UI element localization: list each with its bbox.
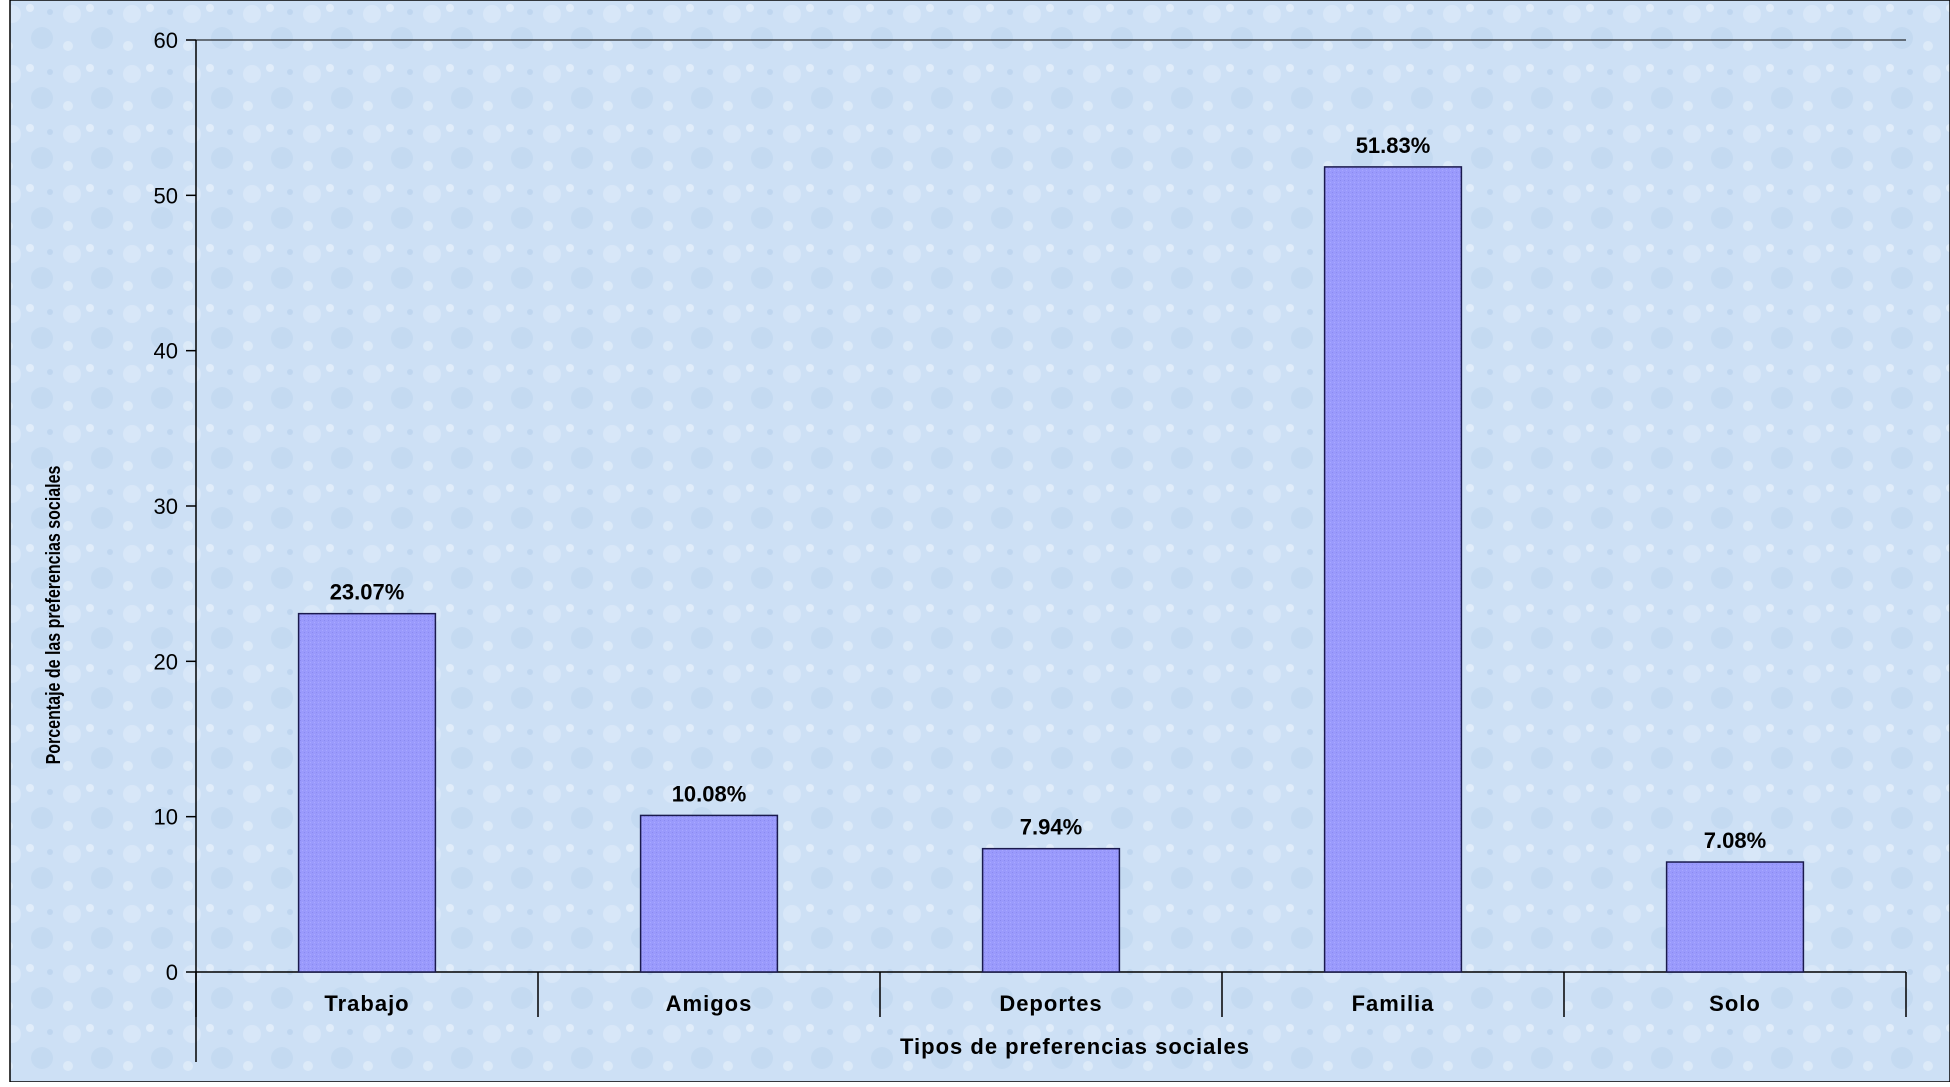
data-label-deportes: 7.94%: [1020, 815, 1082, 840]
y-tick-label: 10: [154, 805, 178, 830]
data-label-amigos: 10.08%: [672, 781, 747, 806]
y-tick-label: 50: [154, 183, 178, 208]
x-axis: Trabajo Amigos Deportes Familia Solo: [195, 971, 1907, 1017]
y-axis-title: Porcentaje de las preferencias sociales: [42, 466, 64, 765]
bar-deportes: [981, 847, 1121, 973]
y-tick-label: 20: [154, 649, 178, 674]
bar-solo: [1665, 861, 1805, 973]
y-tick-label: 30: [154, 494, 178, 519]
bar-amigos: [639, 814, 779, 973]
data-label-trabajo: 23.07%: [330, 580, 405, 605]
y-tick-label: 60: [154, 28, 178, 53]
y-axis: 0 10 20 30 40 50 60: [154, 28, 1906, 1062]
bar-trabajo: [297, 612, 437, 973]
x-tick-label-amigos: Amigos: [666, 991, 753, 1016]
x-axis-title: Tipos de preferencias sociales: [900, 1034, 1250, 1059]
x-tick-label-trabajo: Trabajo: [324, 991, 409, 1016]
data-labels: 23.07% 10.08% 7.94% 51.83% 7.08%: [330, 133, 1767, 853]
y-tick-label: 0: [166, 960, 178, 985]
y-tick-label: 40: [154, 339, 178, 364]
x-tick-label-solo: Solo: [1709, 991, 1761, 1016]
x-tick-label-familia: Familia: [1352, 991, 1435, 1016]
bars: [297, 166, 1805, 973]
data-label-familia: 51.83%: [1356, 133, 1431, 158]
bar-familia: [1323, 166, 1463, 973]
x-tick-label-deportes: Deportes: [999, 991, 1102, 1016]
data-label-solo: 7.08%: [1704, 828, 1766, 853]
